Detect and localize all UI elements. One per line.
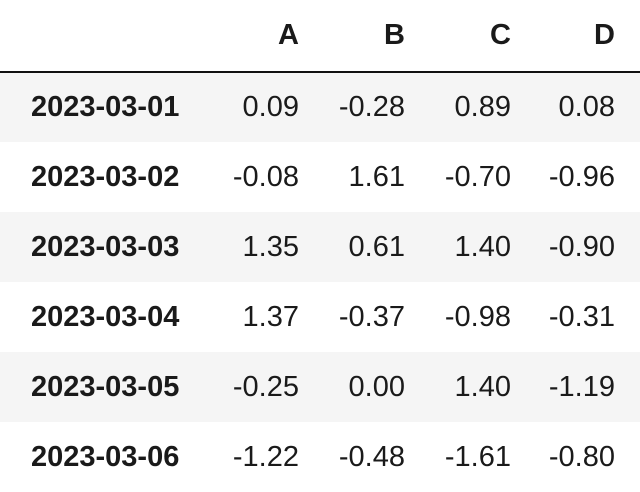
table-row: 2023-03-03 1.35 0.61 1.40 -0.90	[0, 212, 640, 282]
spacer	[615, 72, 640, 142]
spacer	[615, 282, 640, 352]
row-index: 2023-03-04	[31, 300, 180, 333]
table-cell: -0.25	[232, 370, 299, 403]
row-index: 2023-03-06	[31, 440, 180, 473]
column-header: B	[299, 0, 405, 73]
spacer	[615, 352, 640, 422]
table-cell: -0.98	[444, 300, 511, 333]
table-cell: -0.96	[548, 160, 615, 193]
table-cell: -0.31	[548, 300, 615, 333]
table-cell: -0.28	[338, 91, 405, 123]
table-row: 2023-03-05 -0.25 0.00 1.40 -1.19	[0, 352, 640, 422]
table-row: 2023-03-04 1.37 -0.37 -0.98 -0.31	[0, 282, 640, 352]
table-cell: 1.35	[242, 230, 299, 263]
table-cell: -0.37	[338, 300, 405, 333]
spacer	[615, 0, 640, 73]
table-cell: 1.61	[348, 160, 405, 193]
table-cell: -1.61	[444, 440, 511, 473]
table-cell: -0.90	[548, 230, 615, 263]
table-cell: 0.89	[454, 91, 511, 123]
spacer	[615, 422, 640, 492]
table-cell: 1.40	[454, 370, 511, 403]
table-cell: 0.09	[242, 91, 299, 123]
table-cell: -0.48	[338, 440, 405, 473]
table-cell: 0.08	[558, 91, 615, 123]
column-header: C	[405, 0, 511, 73]
table-cell: -1.19	[548, 370, 615, 403]
table-row: 2023-03-02 -0.08 1.61 -0.70 -0.96	[0, 142, 640, 212]
column-header: D	[511, 0, 615, 73]
row-index: 2023-03-03	[31, 230, 180, 263]
table-cell: 0.00	[348, 370, 405, 403]
table-row: 2023-03-06 -1.22 -0.48 -1.61 -0.80	[0, 422, 640, 492]
table-cell: 0.61	[348, 230, 405, 263]
row-index: 2023-03-01	[31, 91, 180, 123]
table-cell: -1.22	[232, 440, 299, 473]
table-cell: 1.37	[242, 300, 299, 333]
table-cell: -0.08	[232, 160, 299, 193]
table-cell: 1.40	[454, 230, 511, 263]
table-body: 2023-03-01 0.09 -0.28 0.89 0.08 2023-03-02 -0.…	[0, 72, 640, 492]
table-cell: -0.80	[548, 440, 615, 473]
index-header	[0, 0, 195, 73]
spacer	[615, 142, 640, 212]
row-index: 2023-03-02	[31, 160, 180, 193]
row-index: 2023-03-05	[31, 370, 180, 403]
spacer	[615, 212, 640, 282]
table-row: 2023-03-01 0.09 -0.28 0.89 0.08	[0, 72, 640, 142]
table-cell: -0.70	[444, 160, 511, 193]
column-header: A	[195, 0, 299, 73]
